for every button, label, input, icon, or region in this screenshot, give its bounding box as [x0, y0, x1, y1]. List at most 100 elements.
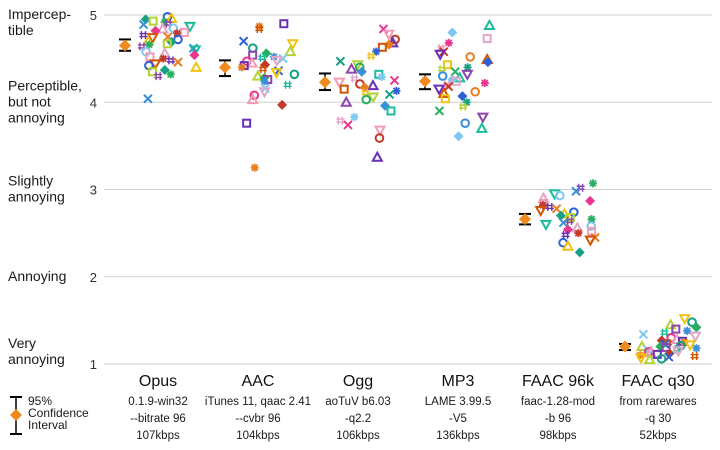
score-faac-96k-17	[565, 216, 574, 225]
codec-detail-5-2: 52kbps	[639, 430, 676, 442]
score-faac-q30-7	[638, 329, 649, 340]
codec-detail-0-0: 0.1.9-win32	[128, 396, 187, 408]
score-faac-q30-32	[634, 353, 648, 365]
score-ogg-22	[392, 86, 401, 95]
score-faac-96k-19	[539, 219, 553, 231]
score-opus-5	[164, 19, 173, 28]
score-faac-96k-25	[561, 230, 570, 239]
score-ogg-19	[366, 79, 380, 91]
score-aac-14	[245, 56, 259, 68]
legend-text-2: Interval	[28, 418, 67, 432]
score-faac-q30-21	[692, 344, 701, 353]
score-faac-q30-0	[678, 314, 691, 326]
score-ogg-6	[372, 47, 381, 56]
codec-detail-1-1: --cvbr 96	[235, 413, 280, 425]
score-faac-q30-4	[671, 324, 681, 334]
score-mp3-2	[482, 34, 492, 44]
score-faac-96k-18	[558, 217, 569, 228]
rating-label-1-line-1: annoying	[8, 351, 65, 367]
mean-markers	[119, 38, 631, 353]
codec-detail-4-0: faac-1.28-mod	[521, 396, 595, 408]
rating-label-5-line-0: Impercep-	[8, 6, 71, 22]
score-faac-96k-16	[587, 215, 596, 224]
score-mp3-15	[437, 71, 448, 81]
score-mp3-25	[457, 91, 468, 102]
score-opus-16	[173, 34, 183, 45]
mean-marker-0	[119, 39, 131, 52]
score-aac-6	[284, 45, 297, 57]
score-opus-35	[147, 67, 157, 77]
score-mp3-11	[463, 63, 472, 72]
score-mp3-1	[447, 27, 458, 38]
mean-marker-4	[519, 213, 531, 226]
score-faac-q30-2	[664, 318, 677, 330]
score-faac-q30-20	[661, 342, 671, 352]
score-aac-10	[258, 53, 267, 62]
score-opus-29	[166, 56, 175, 65]
score-ogg-31	[336, 116, 345, 125]
score-faac-96k-2	[571, 186, 581, 196]
score-mp3-9	[482, 57, 493, 68]
score-aac-25	[260, 77, 269, 86]
score-ogg-12	[356, 66, 367, 77]
score-mp3-12	[438, 65, 447, 74]
score-mp3-7	[465, 52, 475, 62]
score-faac-q30-3	[691, 322, 702, 333]
codec-name-3: MP3	[442, 373, 475, 390]
y-tick-1: 1	[90, 357, 97, 372]
score-mp3-28	[459, 102, 468, 111]
score-opus-7	[183, 21, 197, 33]
codec-detail-2-0: aoTuV b6.03	[325, 396, 390, 408]
gridlines	[104, 14, 712, 365]
score-opus-33	[189, 60, 203, 72]
score-opus-21	[137, 42, 146, 51]
score-faac-96k-29	[561, 239, 575, 251]
score-aac-17	[237, 63, 246, 72]
score-ogg-35	[371, 150, 384, 162]
score-opus-23	[189, 45, 202, 57]
score-faac-q30-6	[660, 328, 669, 337]
rating-label-2-line-0: Annoying	[8, 268, 66, 284]
codec-labels: Opus 0.1.9-win32 --bitrate 96 107kbps AAC iTu…	[128, 373, 697, 442]
score-faac-96k-24	[574, 229, 583, 238]
score-faac-q30-30	[690, 352, 699, 361]
score-aac-3	[238, 36, 249, 46]
codec-detail-5-0: from rarewares	[619, 396, 697, 408]
score-opus-19	[162, 39, 172, 49]
score-aac-18	[258, 65, 267, 74]
mean-marker-3	[419, 75, 431, 88]
score-aac-28	[258, 87, 271, 99]
score-ogg-1	[382, 29, 395, 41]
score-ogg-32	[343, 120, 353, 130]
y-tick-5: 5	[90, 8, 97, 23]
score-aac-4	[286, 39, 299, 51]
score-faac-q30-8	[689, 331, 702, 343]
codec-detail-3-0: LAME 3.99.5	[425, 396, 491, 408]
score-mp3-13	[450, 67, 460, 77]
score-opus-30	[173, 57, 183, 67]
score-aac-20	[270, 68, 283, 80]
codec-detail-3-2: 136kbps	[436, 430, 480, 442]
score-ogg-29	[386, 106, 396, 116]
score-opus-9	[156, 22, 170, 34]
legend-text-1: Confidence	[28, 406, 89, 420]
score-faac-96k-8	[538, 201, 547, 210]
score-opus-8	[168, 23, 178, 33]
score-ogg-26	[361, 94, 372, 105]
mean-marker-1	[219, 61, 231, 74]
score-mp3-3	[444, 38, 453, 47]
codec-detail-0-1: --bitrate 96	[130, 413, 186, 425]
rating-label-4-line-2: annoying	[8, 109, 65, 125]
score-mp3-10	[442, 60, 452, 70]
score-ogg-14	[377, 72, 386, 81]
score-ogg-25	[366, 92, 380, 104]
score-ogg-27	[340, 95, 353, 107]
score-mp3-24	[437, 86, 451, 99]
score-opus-13	[139, 31, 148, 40]
codec-detail-0-2: 107kbps	[136, 430, 180, 442]
score-faac-q30-5	[683, 326, 692, 335]
score-aac-30	[246, 93, 259, 105]
